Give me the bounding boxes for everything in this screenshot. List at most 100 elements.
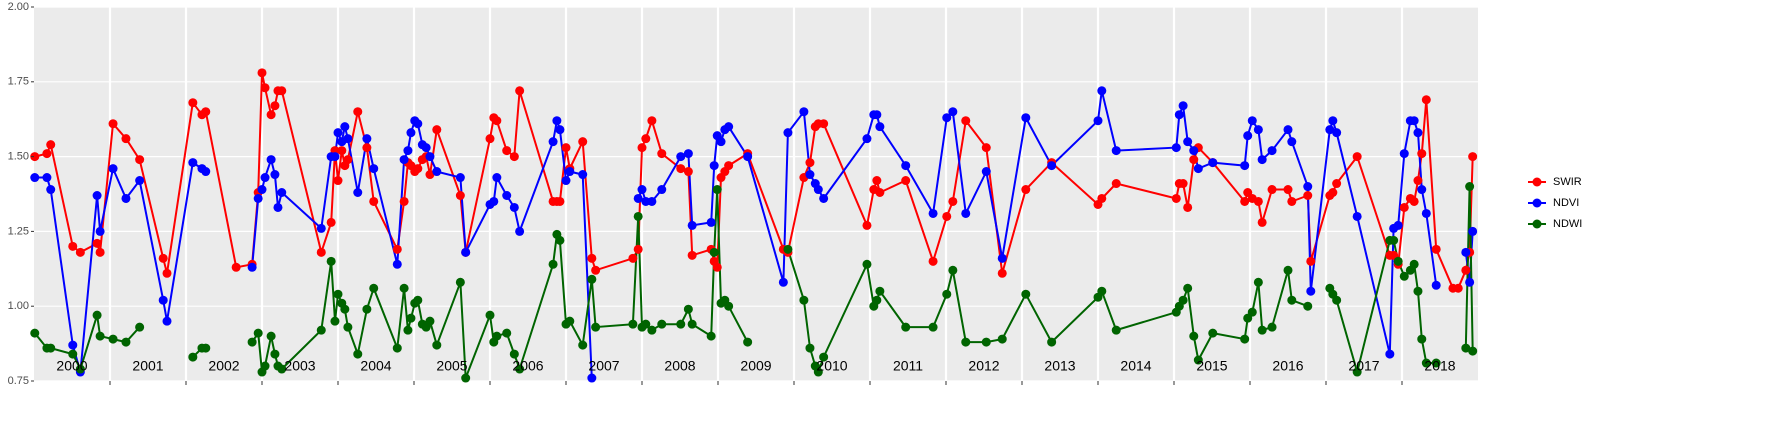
point	[1332, 179, 1342, 189]
point	[862, 259, 872, 269]
point	[783, 128, 793, 138]
x-tick-label: 2010	[816, 358, 847, 374]
point	[724, 122, 734, 132]
point	[1409, 196, 1419, 206]
point	[432, 167, 442, 177]
point	[121, 134, 131, 144]
point	[961, 208, 971, 218]
point	[1303, 182, 1313, 192]
point	[399, 155, 409, 165]
point	[819, 119, 829, 129]
point	[353, 107, 363, 117]
point	[1465, 277, 1475, 287]
point	[247, 337, 257, 347]
point	[1413, 176, 1423, 186]
point	[162, 268, 172, 278]
point	[1183, 283, 1193, 293]
point	[724, 301, 734, 311]
point	[1267, 146, 1277, 156]
point	[1468, 226, 1478, 236]
point	[492, 173, 502, 183]
point	[455, 190, 465, 200]
point	[1393, 256, 1403, 266]
point	[641, 134, 651, 144]
point	[657, 319, 667, 329]
point	[1183, 137, 1193, 147]
point	[1468, 152, 1478, 162]
point	[1328, 116, 1338, 126]
point	[1193, 164, 1203, 174]
point	[1283, 265, 1293, 275]
point	[805, 343, 815, 353]
point	[1047, 161, 1057, 171]
point	[330, 152, 340, 162]
point	[819, 352, 829, 362]
point	[502, 146, 512, 156]
point	[1461, 247, 1471, 257]
point	[425, 316, 435, 326]
point	[1021, 113, 1031, 123]
point	[266, 331, 276, 341]
point	[657, 185, 667, 195]
point	[637, 143, 647, 153]
point	[948, 265, 958, 275]
point	[942, 289, 952, 299]
point	[819, 193, 829, 203]
legend-marker	[1532, 219, 1542, 229]
x-tick-label: 2001	[132, 358, 163, 374]
point	[555, 196, 565, 206]
point	[633, 193, 643, 203]
point	[1097, 193, 1107, 203]
point	[1283, 185, 1293, 195]
point	[421, 143, 431, 153]
point	[340, 122, 350, 132]
point	[95, 247, 105, 257]
point	[1352, 152, 1362, 162]
x-tick-label: 2018	[1424, 358, 1455, 374]
legend-label: NDWI	[1553, 218, 1582, 230]
point	[928, 322, 938, 332]
point	[201, 343, 211, 353]
point	[712, 185, 722, 195]
point	[399, 196, 409, 206]
point	[485, 134, 495, 144]
point	[502, 190, 512, 200]
point	[647, 325, 657, 335]
point	[432, 340, 442, 350]
point	[340, 304, 350, 314]
point	[461, 373, 471, 383]
point	[1240, 196, 1250, 206]
point	[1393, 220, 1403, 230]
point	[633, 211, 643, 221]
point	[641, 319, 651, 329]
x-tick-label: 2004	[360, 358, 391, 374]
point	[676, 319, 686, 329]
y-tick-label: 1.25	[8, 225, 29, 237]
point	[253, 328, 263, 338]
point	[561, 143, 571, 153]
point	[942, 211, 952, 221]
point	[1413, 286, 1423, 296]
point	[647, 116, 657, 126]
point	[901, 161, 911, 171]
point	[1171, 143, 1181, 153]
point	[1257, 217, 1267, 227]
point	[30, 173, 40, 183]
point	[997, 334, 1007, 344]
point	[135, 155, 145, 165]
point	[68, 241, 78, 251]
legend-marker	[1532, 198, 1542, 208]
point	[1178, 295, 1188, 305]
point	[509, 152, 519, 162]
point	[942, 113, 952, 123]
x-tick-label: 2002	[208, 358, 239, 374]
point	[1247, 307, 1257, 317]
point	[1306, 256, 1316, 266]
point	[509, 349, 519, 359]
point	[201, 107, 211, 117]
x-tick-label: 2005	[436, 358, 467, 374]
point	[92, 238, 102, 248]
point	[369, 164, 379, 174]
point	[260, 173, 270, 183]
